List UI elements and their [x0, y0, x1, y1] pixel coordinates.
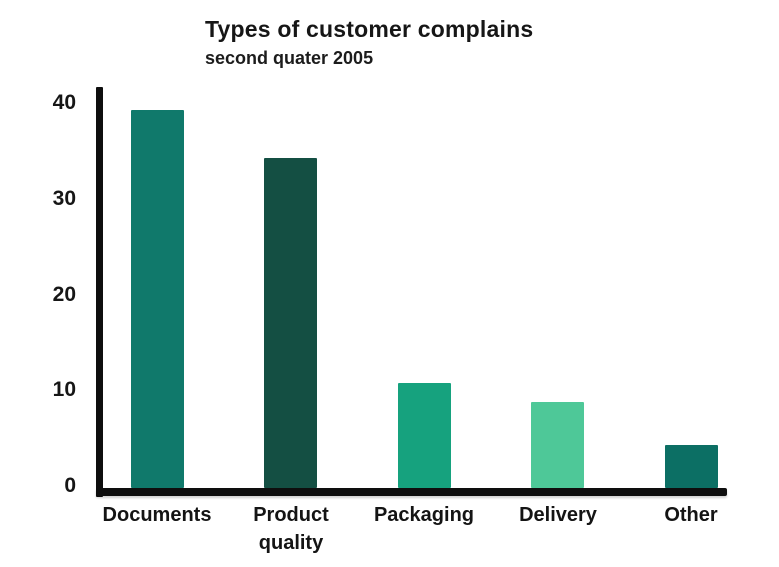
x-axis-line — [96, 488, 727, 496]
bar-product-quality — [264, 158, 317, 488]
bar-delivery — [531, 402, 584, 488]
bar-packaging — [398, 383, 451, 488]
x-category-label-documents: Documents — [102, 504, 212, 526]
bar-other — [665, 445, 718, 488]
x-category-label-delivery: Delivery — [519, 504, 597, 526]
y-tick-label-10: 10 — [52, 378, 76, 402]
chart-title: Types of customer complains — [205, 16, 534, 42]
y-tick-label-30: 30 — [52, 186, 76, 210]
y-axis-line — [96, 87, 103, 497]
chart-subtitle: second quater 2005 — [205, 47, 374, 68]
bar-documents — [131, 110, 184, 488]
y-tick-label-20: 20 — [52, 282, 76, 306]
title-block: Types of customer complains second quate… — [205, 16, 533, 69]
x-category-label-other: Other — [664, 504, 718, 526]
y-tick-label-40: 40 — [52, 91, 76, 115]
x-category-label-packaging: Packaging — [373, 504, 475, 526]
y-tick-label-0: 0 — [64, 474, 76, 497]
x-category-label-product-quality: Product quality — [253, 504, 329, 554]
